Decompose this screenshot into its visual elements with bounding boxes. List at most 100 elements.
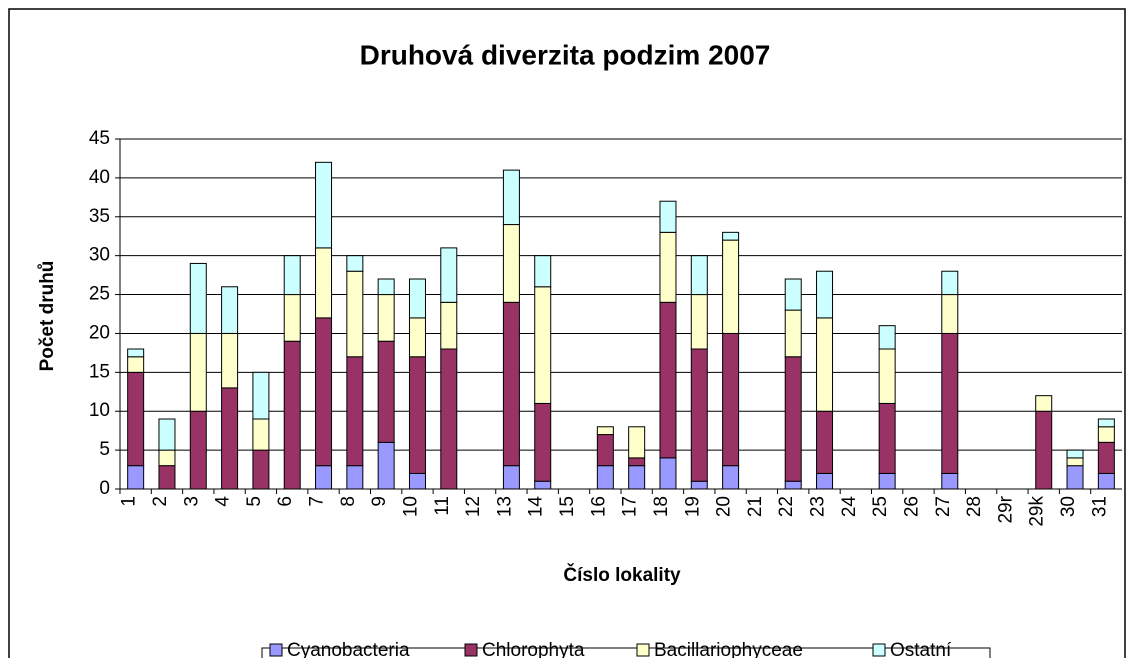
bar-segment bbox=[283, 340, 301, 490]
x-tick-label: 14 bbox=[526, 496, 547, 518]
x-tick-label: 30 bbox=[1058, 496, 1079, 517]
x-tick-label: 10 bbox=[400, 496, 421, 517]
y-axis-label: Počet druhů bbox=[37, 261, 58, 372]
bar-segment bbox=[127, 371, 145, 467]
bar-segment bbox=[659, 457, 677, 490]
bar-segment bbox=[127, 356, 145, 373]
x-tick-label: 1 bbox=[119, 496, 140, 507]
bar-segment bbox=[722, 239, 740, 334]
bar-segment bbox=[534, 480, 552, 490]
bar-segment bbox=[346, 270, 364, 358]
bar-segment bbox=[1066, 465, 1084, 490]
bar-segment bbox=[440, 348, 458, 490]
bar-segment bbox=[377, 294, 395, 342]
bar-segment bbox=[1097, 472, 1115, 490]
bar-segment bbox=[283, 294, 301, 342]
x-tick-label: 18 bbox=[651, 496, 672, 517]
bar-segment bbox=[252, 449, 270, 490]
bar-segment bbox=[502, 224, 520, 303]
x-tick-label: 31 bbox=[1089, 496, 1110, 517]
bar-segment bbox=[690, 480, 708, 490]
legend-label: Bacillariophyceae bbox=[654, 640, 803, 658]
bar-segment bbox=[784, 356, 802, 482]
bar-segment bbox=[659, 231, 677, 303]
bar-segment bbox=[158, 418, 176, 451]
bar-segment bbox=[408, 472, 426, 490]
bar-segment bbox=[596, 434, 614, 467]
y-tick-label: 40 bbox=[89, 167, 110, 188]
x-tick-label: 29k bbox=[1027, 496, 1048, 527]
bar-segment bbox=[315, 161, 333, 249]
legend-swatch bbox=[269, 643, 283, 657]
legend-label: Chlorophyta bbox=[482, 640, 585, 658]
bar-segment bbox=[502, 169, 520, 226]
x-tick-label: 23 bbox=[808, 496, 829, 517]
legend-swatch bbox=[636, 643, 650, 657]
x-tick-label: 9 bbox=[369, 496, 390, 507]
bar-segment bbox=[659, 200, 677, 233]
bar-segment bbox=[690, 255, 708, 296]
bar-segment bbox=[596, 426, 614, 436]
bar-segment bbox=[628, 457, 646, 467]
bar-segment bbox=[816, 270, 834, 319]
bar-segment bbox=[941, 270, 959, 296]
bar-segment bbox=[315, 317, 333, 467]
bar-segment bbox=[941, 332, 959, 474]
x-tick-label: 13 bbox=[494, 496, 515, 517]
bar-segment bbox=[941, 472, 959, 490]
bar-segment bbox=[127, 348, 145, 358]
y-tick-label: 30 bbox=[89, 245, 110, 266]
bar-segment bbox=[158, 465, 176, 490]
bar-segment bbox=[189, 332, 207, 412]
bar-segment bbox=[346, 356, 364, 467]
bar-segment bbox=[534, 255, 552, 288]
y-tick-label: 20 bbox=[89, 322, 110, 343]
bar-segment bbox=[878, 402, 896, 474]
bar-segment bbox=[1066, 457, 1084, 467]
bar-segment bbox=[1066, 449, 1084, 459]
bar-segment bbox=[377, 441, 395, 490]
y-tick-label: 25 bbox=[89, 284, 110, 305]
x-tick-label: 15 bbox=[557, 496, 578, 517]
x-tick-label: 12 bbox=[463, 496, 484, 517]
bar-segment bbox=[1097, 426, 1115, 443]
bar-segment bbox=[440, 301, 458, 350]
bar-segment bbox=[189, 410, 207, 490]
x-tick-label: 21 bbox=[745, 496, 766, 517]
bar-segment bbox=[502, 465, 520, 490]
bar-segment bbox=[534, 286, 552, 404]
x-tick-label: 5 bbox=[244, 496, 265, 507]
bar-segment bbox=[722, 465, 740, 490]
x-tick-label: 8 bbox=[338, 496, 359, 507]
bar-segment bbox=[315, 247, 333, 319]
x-tick-label: 28 bbox=[964, 496, 985, 517]
x-tick-label: 4 bbox=[213, 496, 234, 507]
x-tick-label: 24 bbox=[839, 496, 860, 518]
x-tick-label: 11 bbox=[432, 496, 453, 516]
bar-segment bbox=[346, 465, 364, 490]
legend-swatch bbox=[464, 643, 478, 657]
bar-segment bbox=[1035, 395, 1053, 412]
bar-segment bbox=[878, 325, 896, 350]
chart-title: Druhová diverzita podzim 2007 bbox=[360, 39, 771, 70]
bar-segment bbox=[252, 371, 270, 420]
bar-segment bbox=[816, 317, 834, 412]
bar-segment bbox=[628, 465, 646, 490]
bar-segment bbox=[816, 410, 834, 474]
bar-segment bbox=[690, 348, 708, 482]
bar-segment bbox=[878, 348, 896, 404]
bar-segment bbox=[221, 332, 239, 389]
x-tick-label: 26 bbox=[901, 496, 922, 517]
bar-segment bbox=[722, 231, 740, 241]
y-tick-label: 45 bbox=[89, 128, 110, 149]
bar-segment bbox=[377, 340, 395, 443]
y-tick-label: 10 bbox=[89, 400, 110, 421]
y-tick-label: 15 bbox=[89, 361, 110, 382]
legend-label: Cyanobacteria bbox=[287, 640, 410, 658]
bar-segment bbox=[784, 278, 802, 311]
x-tick-label: 20 bbox=[714, 496, 735, 517]
bar-segment bbox=[408, 317, 426, 358]
bar-segment bbox=[690, 294, 708, 350]
x-tick-label: 6 bbox=[275, 496, 296, 507]
